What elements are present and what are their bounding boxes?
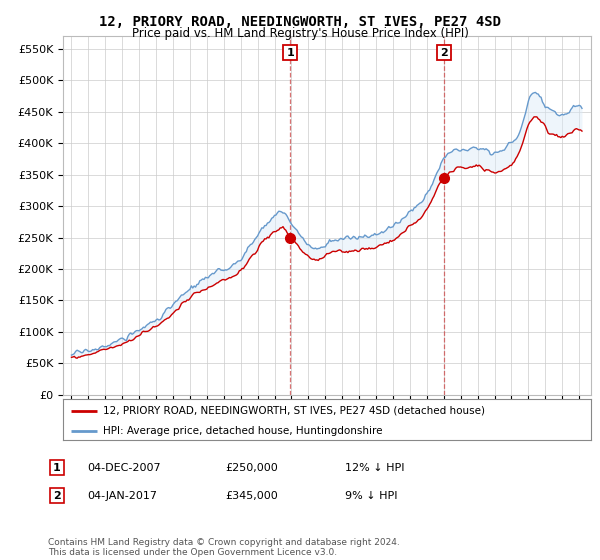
Text: 12, PRIORY ROAD, NEEDINGWORTH, ST IVES, PE27 4SD (detached house): 12, PRIORY ROAD, NEEDINGWORTH, ST IVES, … — [103, 405, 485, 416]
Text: 04-JAN-2017: 04-JAN-2017 — [87, 491, 157, 501]
Text: 04-DEC-2007: 04-DEC-2007 — [87, 463, 161, 473]
Text: £345,000: £345,000 — [225, 491, 278, 501]
Text: 2: 2 — [440, 48, 448, 58]
Text: 1: 1 — [53, 463, 61, 473]
Text: 9% ↓ HPI: 9% ↓ HPI — [345, 491, 398, 501]
Text: 2: 2 — [53, 491, 61, 501]
Text: 12% ↓ HPI: 12% ↓ HPI — [345, 463, 404, 473]
Text: 1: 1 — [286, 48, 294, 58]
Text: Price paid vs. HM Land Registry's House Price Index (HPI): Price paid vs. HM Land Registry's House … — [131, 27, 469, 40]
Text: £250,000: £250,000 — [225, 463, 278, 473]
Text: HPI: Average price, detached house, Huntingdonshire: HPI: Average price, detached house, Hunt… — [103, 426, 382, 436]
Text: 12, PRIORY ROAD, NEEDINGWORTH, ST IVES, PE27 4SD: 12, PRIORY ROAD, NEEDINGWORTH, ST IVES, … — [99, 15, 501, 29]
Text: Contains HM Land Registry data © Crown copyright and database right 2024.
This d: Contains HM Land Registry data © Crown c… — [48, 538, 400, 557]
